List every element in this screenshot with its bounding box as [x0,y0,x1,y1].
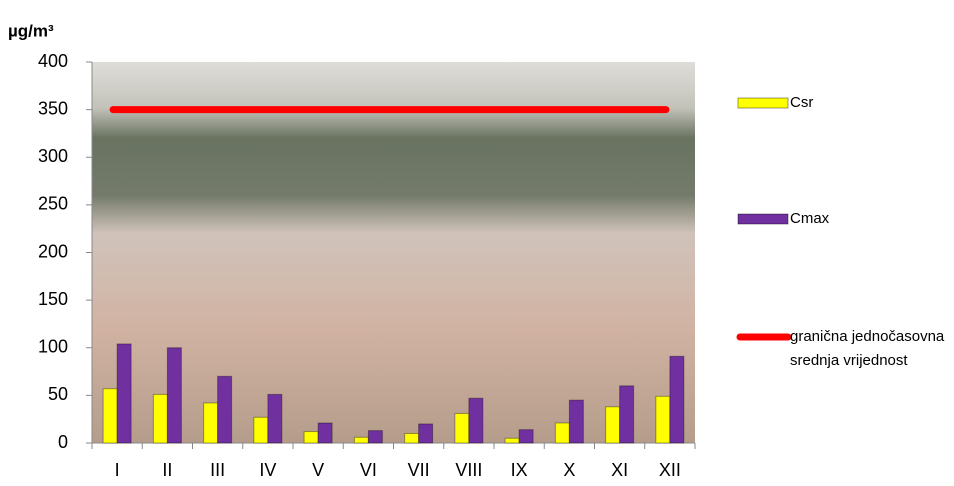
x-tick-label: III [210,460,225,480]
legend-swatch [738,98,788,108]
bar [167,348,181,443]
legend-label: Csr [790,91,950,115]
bar [606,407,620,443]
bar [505,438,519,443]
y-tick-label: 50 [48,384,68,404]
x-tick-label: VI [360,460,377,480]
bar [254,417,268,443]
x-tick-label: I [115,460,120,480]
y-tick-label: 150 [38,289,68,309]
y-tick-label: 0 [58,432,68,452]
bar [318,423,332,443]
y-tick-label: 250 [38,194,68,214]
chart: µg/m³ 050100150200250300350400IIIIIIIVVV… [0,0,954,486]
bar [368,431,382,443]
y-tick-label: 400 [38,51,68,71]
legend-label-box: Cmax [790,207,950,287]
y-tick-label: 100 [38,337,68,357]
bar [519,430,533,443]
bar [204,403,218,443]
bar [569,400,583,443]
bar [354,437,368,443]
x-tick-label: IV [259,460,276,480]
legend-swatch [738,214,788,224]
x-tick-label: II [162,460,172,480]
legend-label: Cmax [790,207,950,231]
y-tick-label: 300 [38,146,68,166]
plot-background [92,62,695,443]
bar [304,432,318,443]
y-axis-label: µg/m³ [8,21,54,40]
bar [670,356,684,443]
bar [153,394,167,443]
y-tick-label: 350 [38,98,68,118]
bar [620,386,634,443]
x-tick-label: X [563,460,575,480]
bar [103,389,117,443]
x-tick-label: V [312,460,324,480]
legend-label-box: granična jednočasovna srednja vrijednost [790,325,950,405]
bar [469,398,483,443]
bar [218,376,232,443]
bar [405,433,419,443]
bar [555,423,569,443]
y-tick-label: 200 [38,241,68,261]
x-tick-label: VIII [455,460,482,480]
bar [419,424,433,443]
legend-label: granična jednočasovna srednja vrijednost [790,325,950,373]
x-tick-label: XI [611,460,628,480]
x-tick-label: VII [408,460,430,480]
bar [117,344,131,443]
x-tick-label: XII [659,460,681,480]
legend-label-box: Csr [790,91,950,171]
bar [268,394,282,443]
x-tick-label: IX [511,460,528,480]
bar [455,413,469,443]
bar [656,396,670,443]
